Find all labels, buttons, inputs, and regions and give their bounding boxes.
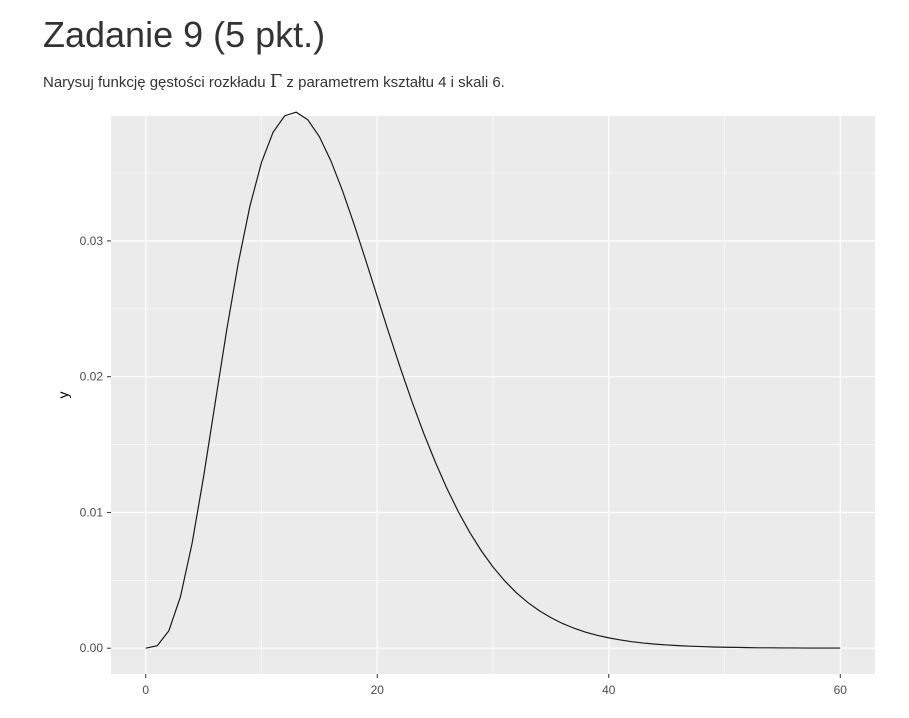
y-tick-label: 0.00 [80,641,104,655]
density-curve [145,111,841,649]
x-tick-label: 40 [602,683,616,697]
x-tick-label: 20 [371,683,385,697]
task-description: Narysuj funkcję gęstości rozkładu Γ z pa… [43,71,505,92]
gamma-symbol: Γ [269,71,283,92]
axis-ticks: 0 20 40 60 0.00 0.01 0.02 0.03 [80,234,848,697]
y-tick-label: 0.01 [80,505,104,519]
y-tick-label: 0.03 [80,234,104,248]
page-title: Zadanie 9 (5 pkt.) [43,14,326,55]
y-tick-label: 0.02 [80,370,104,384]
y-axis-title: y [55,392,71,399]
grid-minor [111,116,875,674]
description-text-before: Narysuj funkcję gęstości rozkładu [43,74,270,91]
x-tick-label: 60 [834,683,848,697]
x-tick-label: 0 [142,683,149,697]
description-text-after: z parametrem kształtu 4 i skali 6. [282,74,505,91]
